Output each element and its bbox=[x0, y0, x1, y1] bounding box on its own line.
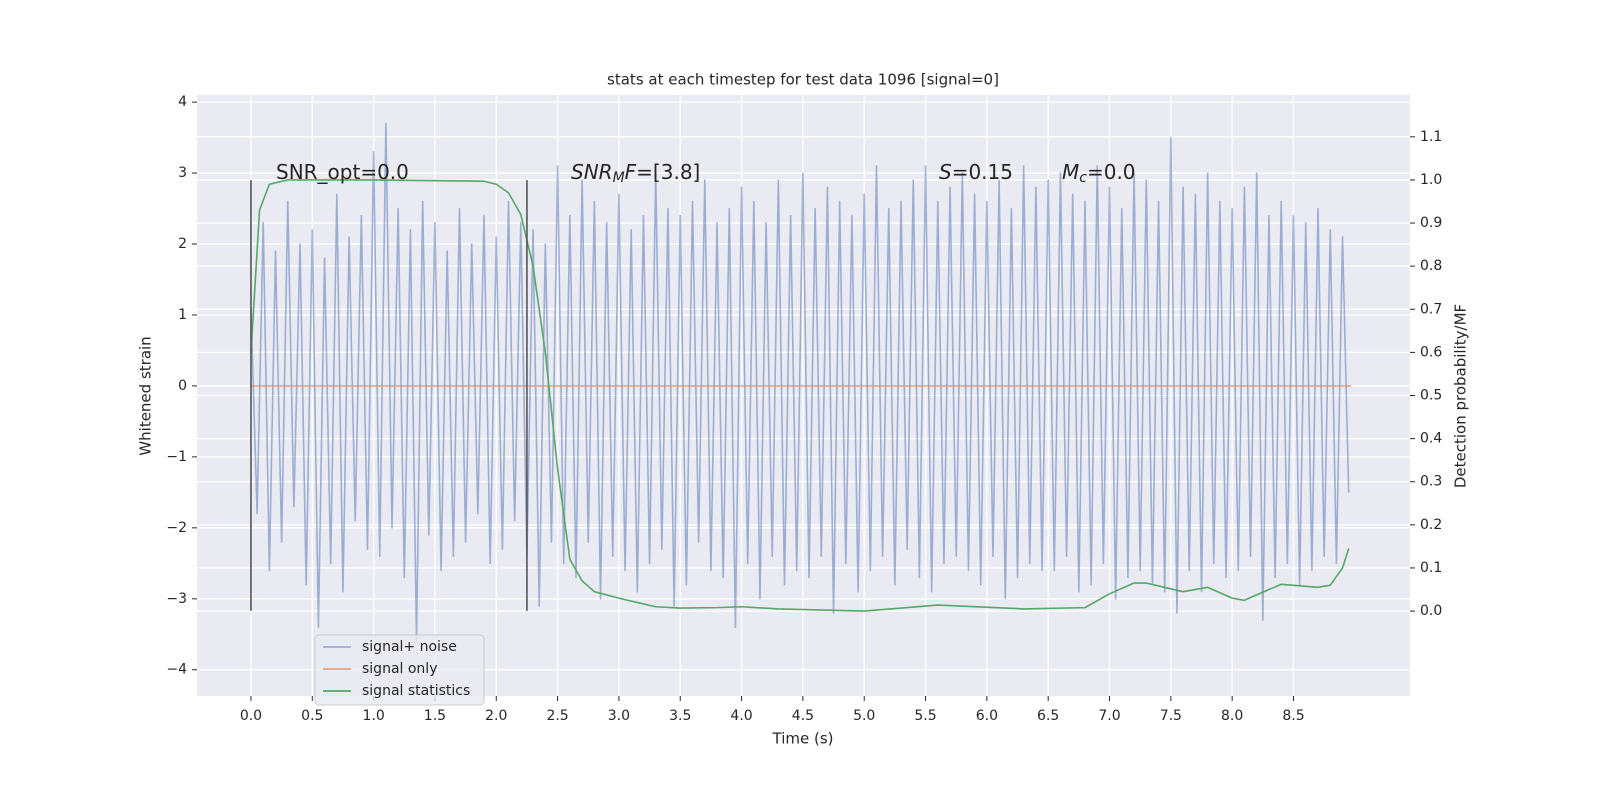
annotation: SNR_opt=0.0 bbox=[276, 160, 409, 184]
y2-tick-label: 0.7 bbox=[1420, 301, 1442, 317]
annotation-part: SNR_opt=0.0 bbox=[276, 160, 409, 184]
y2-tick-label: 0.4 bbox=[1420, 431, 1442, 447]
x-tick-label: 1.5 bbox=[424, 708, 446, 724]
y2-tick-label: 0.9 bbox=[1420, 215, 1442, 231]
legend-box bbox=[314, 634, 485, 706]
y2-tick-label: 0.2 bbox=[1420, 517, 1442, 533]
y-tick-label: −2 bbox=[166, 520, 187, 536]
x-tick-label: 6.0 bbox=[976, 708, 998, 724]
y2-tick-label: 0.1 bbox=[1420, 560, 1442, 576]
x-tick-label: 0.5 bbox=[301, 708, 323, 724]
y2-tick-label: 0.8 bbox=[1420, 258, 1442, 274]
chart-title: stats at each timestep for test data 109… bbox=[607, 71, 999, 89]
x-tick-label: 1.0 bbox=[362, 708, 384, 724]
x-tick-label: 2.0 bbox=[485, 708, 507, 724]
y2-tick-label: 0.3 bbox=[1420, 474, 1442, 490]
x-tick-label: 3.0 bbox=[608, 708, 630, 724]
x-tick-label: 5.5 bbox=[914, 708, 936, 724]
x-tick-label: 7.0 bbox=[1098, 708, 1120, 724]
x-tick-label: 4.0 bbox=[730, 708, 752, 724]
annotation-part: =0.0 bbox=[1087, 160, 1136, 184]
x-tick-label: 8.0 bbox=[1221, 708, 1243, 724]
y2-tick-label: 1.1 bbox=[1420, 129, 1442, 145]
y2-tick-label: 0.0 bbox=[1420, 603, 1442, 619]
y-tick-label: −4 bbox=[166, 662, 187, 678]
y-axis-label: Whitened strain bbox=[137, 336, 155, 455]
annotation-part: SNR bbox=[571, 160, 613, 184]
annotation: S=0.15 bbox=[939, 160, 1013, 184]
y-tick-label: 0 bbox=[178, 378, 187, 394]
legend-label: signal only bbox=[362, 661, 437, 677]
x-tick-label: 3.5 bbox=[669, 708, 691, 724]
annotation-part: F bbox=[625, 160, 637, 184]
legend-label: signal+ noise bbox=[362, 639, 457, 655]
annotation-part: =[3.8] bbox=[636, 160, 700, 184]
annotation: Mc=0.0 bbox=[1062, 160, 1136, 187]
plot bbox=[250, 122, 1352, 643]
x-tick-label: 6.5 bbox=[1037, 708, 1059, 724]
annotation: SNRMF=[3.8] bbox=[571, 160, 700, 187]
x-tick-label: 5.0 bbox=[853, 708, 875, 724]
y2-tick-label: 1.0 bbox=[1420, 172, 1442, 188]
y-tick-label: 3 bbox=[178, 165, 187, 181]
y-tick-label: 4 bbox=[178, 94, 187, 110]
series-line bbox=[250, 179, 1350, 612]
x-tick-label: 8.5 bbox=[1282, 708, 1304, 724]
annotation-part: M bbox=[613, 170, 625, 186]
series-line bbox=[250, 122, 1350, 643]
x-tick-label: 7.5 bbox=[1160, 708, 1182, 724]
x-axis-label: Time (s) bbox=[772, 730, 834, 748]
annotation-part: M bbox=[1062, 160, 1079, 184]
y2-axis-label: Detection probability/MF bbox=[1452, 304, 1470, 488]
x-tick-label: 0.0 bbox=[240, 708, 262, 724]
x-tick-label: 4.5 bbox=[792, 708, 814, 724]
y-tick-label: 1 bbox=[178, 307, 187, 323]
annotation-part: =0.15 bbox=[952, 160, 1013, 184]
y-tick-label: 2 bbox=[178, 236, 187, 252]
legend-label: signal statistics bbox=[362, 683, 470, 699]
x-tick-label: 2.5 bbox=[546, 708, 568, 724]
y-tick-label: −3 bbox=[166, 591, 187, 607]
annotation-part: c bbox=[1079, 170, 1087, 186]
y2-tick-label: 0.6 bbox=[1420, 344, 1442, 360]
y2-tick-label: 0.5 bbox=[1420, 388, 1442, 404]
y-tick-label: −1 bbox=[166, 449, 187, 465]
annotation-part: S bbox=[939, 160, 952, 184]
